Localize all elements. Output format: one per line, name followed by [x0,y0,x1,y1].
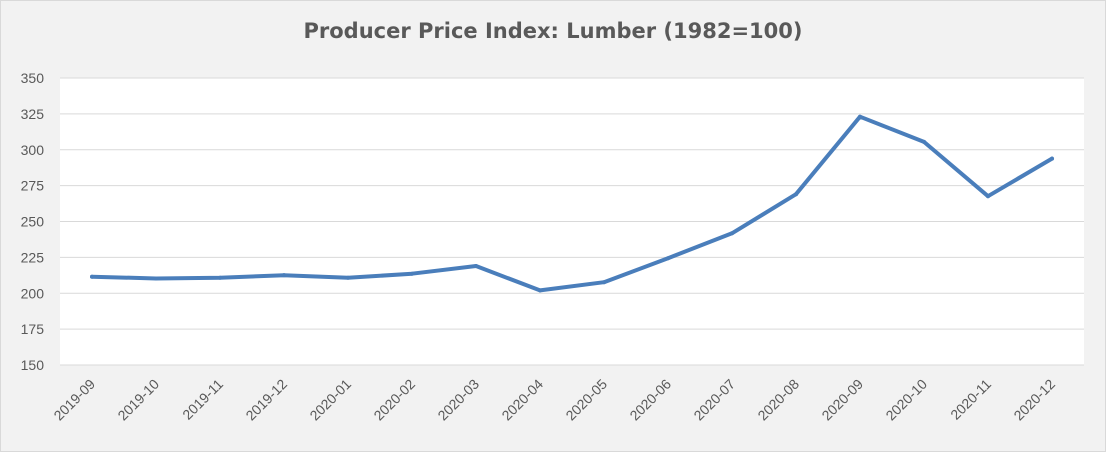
x-tick-label: 2019-11 [179,376,226,423]
data-point [538,288,542,293]
y-tick-label: 350 [21,70,45,86]
data-point [346,275,350,280]
data-point [922,139,926,144]
data-point [986,194,990,199]
data-point [90,274,94,279]
x-tick-label: 2020-07 [690,376,738,424]
x-tick-label: 2019-10 [114,376,162,424]
x-tick-label: 2020-12 [1010,376,1058,424]
data-point [730,231,734,236]
y-tick-label: 150 [21,357,45,373]
y-tick-label: 325 [21,106,45,122]
y-tick-label: 275 [21,178,45,194]
data-point [794,192,798,197]
data-point [474,263,478,268]
series-line [90,114,1054,293]
data-point [154,276,158,281]
x-tick-label: 2019-12 [242,376,290,424]
x-tick-label: 2020-10 [882,376,930,424]
y-tick-label: 225 [21,249,45,265]
x-tick-label: 2020-03 [434,376,482,424]
data-point [218,275,222,280]
x-tick-label: 2020-01 [306,376,354,424]
data-point [602,280,606,285]
x-tick-label: 2020-02 [370,376,418,424]
y-tick-label: 250 [21,214,45,230]
data-point [666,256,670,261]
data-point [858,114,862,119]
y-tick-label: 300 [21,142,45,158]
chart-title: Producer Price Index: Lumber (1982=100) [303,19,803,43]
data-point [1050,156,1054,161]
data-point [282,273,286,278]
x-tick-label: 2020-06 [626,376,674,424]
x-tick-label: 2020-09 [818,376,866,424]
x-tick-label: 2020-08 [754,376,802,424]
x-tick-label: 2019-09 [50,376,98,424]
x-tick-label: 2020-05 [562,376,610,424]
y-tick-label: 175 [21,321,45,337]
y-tick-label: 200 [21,285,45,301]
x-tick-label: 2020-04 [498,376,546,424]
x-tick-label: 2020-11 [947,376,994,423]
data-point [410,271,414,276]
